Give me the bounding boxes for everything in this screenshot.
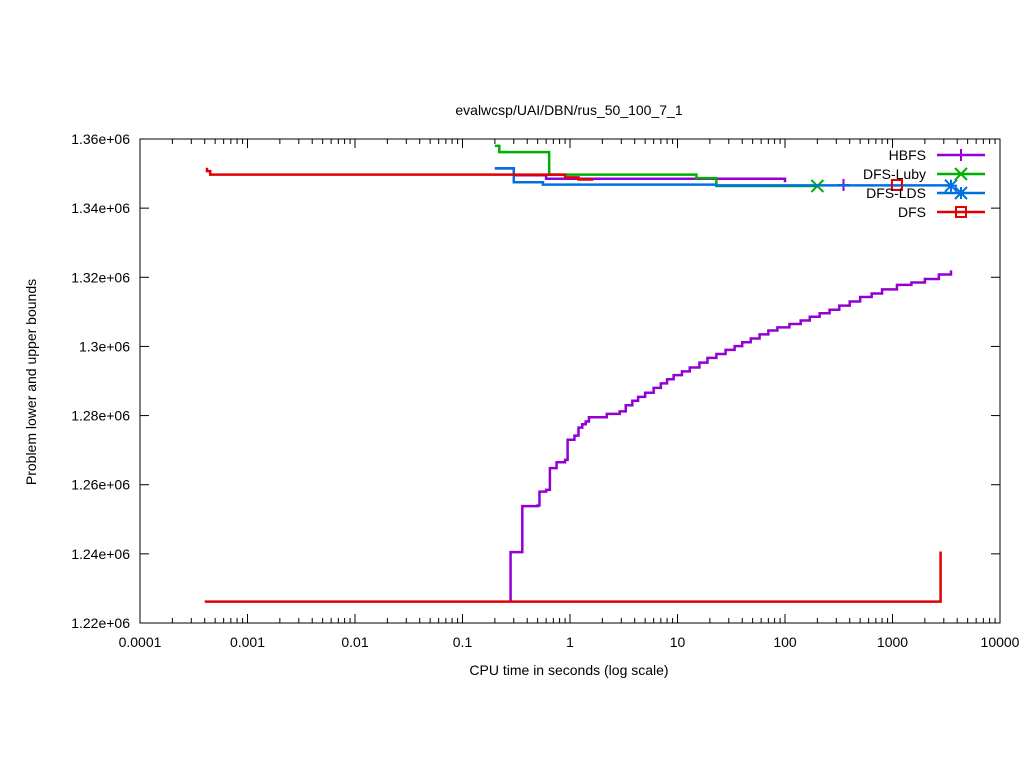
series-layer xyxy=(204,144,958,603)
x-tick-label: 10 xyxy=(670,634,686,650)
x-tick-label: 1000 xyxy=(877,634,908,650)
y-tick-label: 1.3e+06 xyxy=(79,338,130,354)
y-tick-label: 1.26e+06 xyxy=(71,477,130,493)
legend: HBFS DFS-Luby DFS-LDS DFS xyxy=(863,147,985,220)
x-tick-label: 10000 xyxy=(981,634,1020,650)
legend-marker-dfs-lds xyxy=(954,186,968,200)
y-tick-label: 1.22e+06 xyxy=(71,615,130,631)
x-tick-label: 0.01 xyxy=(341,634,368,650)
y-axis-label: Problem lower and upper bounds xyxy=(23,279,39,485)
y-tick-label: 1.34e+06 xyxy=(71,200,130,216)
legend-label-dfs-lds: DFS-LDS xyxy=(866,185,926,201)
x-tick-label: 100 xyxy=(773,634,797,650)
y-tick-label: 1.32e+06 xyxy=(71,269,130,285)
chart-title: evalwcsp/UAI/DBN/rus_50_100_7_1 xyxy=(455,102,682,118)
plot-frame xyxy=(139,138,1001,624)
x-tick-label: 0.001 xyxy=(230,634,265,650)
series-marker-dfs xyxy=(890,178,903,191)
x-axis-label: CPU time in seconds (log scale) xyxy=(469,662,668,678)
y-tick-label: 1.28e+06 xyxy=(71,408,130,424)
legend-marker-hbfs xyxy=(955,149,967,161)
series-line-dfs xyxy=(204,551,942,603)
y-tick-label: 1.36e+06 xyxy=(71,131,130,147)
legend-marker-dfs xyxy=(955,206,967,218)
series-line-hbfs xyxy=(509,270,953,601)
x-tick-label: 0.0001 xyxy=(119,634,162,650)
series-marker-dfs-lds xyxy=(944,178,958,193)
series-line-dfs-lds xyxy=(494,167,951,187)
series-line-dfs-luby xyxy=(494,144,818,188)
legend-label-hbfs: HBFS xyxy=(889,147,926,163)
y-tick-label: 1.24e+06 xyxy=(71,546,130,562)
x-axis: 0.0001 0.001 0.01 0.1 1 10 100 1000 10000 xyxy=(119,139,1020,650)
x-tick-label: 1 xyxy=(566,634,574,650)
series-line-dfs xyxy=(205,167,594,181)
legend-marker-dfs-luby xyxy=(954,167,968,181)
legend-label-dfs: DFS xyxy=(898,204,926,220)
x-tick-label: 0.1 xyxy=(453,634,473,650)
y-axis: 1.22e+06 1.24e+06 1.26e+06 1.28e+06 1.3e+06 1… xyxy=(71,131,1000,631)
legend-label-dfs-luby: DFS-Luby xyxy=(863,166,926,182)
